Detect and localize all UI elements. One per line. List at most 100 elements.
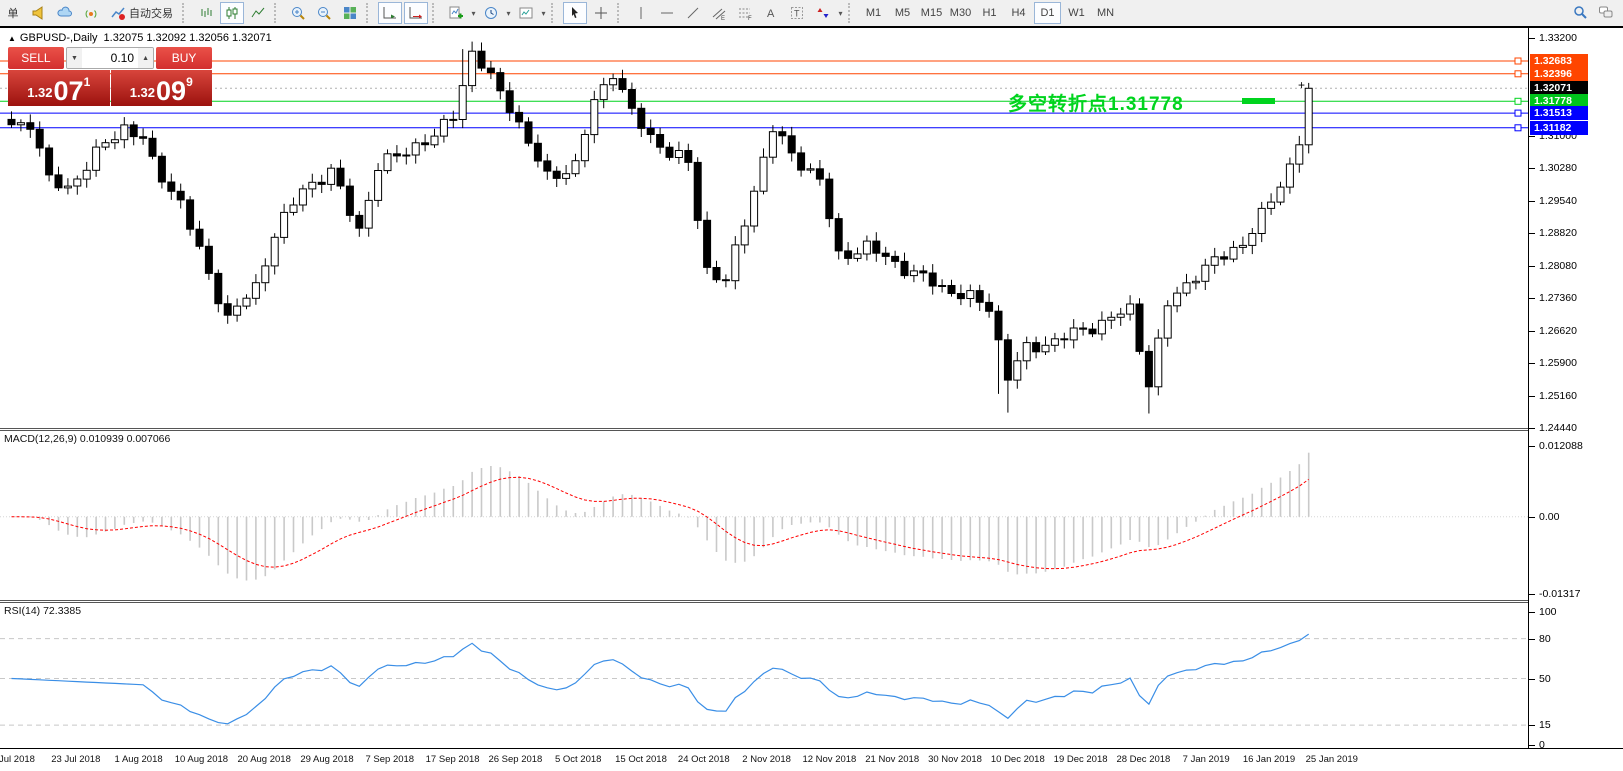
templates-icon[interactable] <box>514 2 538 24</box>
date-label: 10 Aug 2018 <box>174 754 229 765</box>
text-icon[interactable]: A <box>759 2 783 24</box>
toolbar-grip <box>432 3 440 23</box>
volume-input[interactable] <box>82 48 138 68</box>
chart-shift-icon[interactable] <box>404 2 428 24</box>
timeframe-group: M1 M5 M15 M30 H1 H4 D1 W1 MN <box>859 2 1120 24</box>
buy-button[interactable]: BUY <box>156 47 212 69</box>
cloud-icon[interactable] <box>53 2 77 24</box>
date-label: 17 Sep 2018 <box>425 754 480 765</box>
trendline-icon[interactable] <box>681 2 705 24</box>
axis-tick-label: 1.28080 <box>1529 259 1577 272</box>
chat-icon[interactable] <box>1594 1 1618 23</box>
rsi-header: RSI(14) 72.3385 <box>4 605 82 617</box>
toolbar-grip <box>617 3 625 23</box>
sell-button[interactable]: SELL <box>8 47 64 69</box>
indicators-dropdown[interactable]: ▾ <box>471 8 476 18</box>
panel-separator[interactable] <box>0 428 1623 431</box>
autotrading-button[interactable]: 自动交易 <box>105 2 178 24</box>
axis-tick-label: 1.30280 <box>1529 161 1577 174</box>
chart-window: ▲ GBPUSD-,Daily 1.32075 1.32092 1.32056 1.… <box>0 26 1623 771</box>
annotation-highlight-dash[interactable] <box>1242 98 1275 104</box>
search-icon[interactable] <box>1568 1 1592 23</box>
date-label: 23 Jul 2018 <box>51 754 101 765</box>
timeframe-d1-button[interactable]: D1 <box>1034 2 1061 24</box>
arrows-dropdown[interactable]: ▾ <box>838 8 843 18</box>
sell-price-display[interactable]: 1.32 07 1 <box>8 70 110 106</box>
candlestick-icon[interactable] <box>220 2 244 24</box>
date-label: 16 Jan 2019 <box>1242 754 1296 765</box>
svg-text:F: F <box>748 16 752 21</box>
panel-collapse-arrow[interactable]: ▲ <box>8 34 16 43</box>
price-level-badge: 1.31513 <box>1530 106 1588 121</box>
zoom-in-icon[interactable] <box>286 2 310 24</box>
sell-price-big: 07 <box>53 76 84 106</box>
axis-tick-label: 100 <box>1529 606 1557 618</box>
autotrading-icon <box>111 7 125 20</box>
price-chart[interactable] <box>0 30 1528 428</box>
timeframe-m30-button[interactable]: M30 <box>949 7 972 19</box>
fibonacci-icon[interactable]: F <box>733 2 757 24</box>
axis-tick-label: 1.24440 <box>1529 421 1577 434</box>
price-axis[interactable]: 1.33200 1.31000 1.30280 1.29540 1.28820 1.280… <box>1528 28 1623 751</box>
one-click-trading-panel: SELL ▼ ▲ BUY 1.32 07 1 1.32 09 9 <box>8 47 212 106</box>
tile-windows-icon[interactable] <box>338 2 362 24</box>
volume-increase-button[interactable]: ▲ <box>138 48 154 68</box>
time-axis[interactable]: 3 Jul 2018 23 Jul 2018 1 Aug 2018 10 Aug 20… <box>0 748 1623 771</box>
timeframe-h4-button[interactable]: H4 <box>1011 7 1026 19</box>
toolbar-grip <box>551 3 559 23</box>
zoom-out-icon[interactable] <box>312 2 336 24</box>
svg-text:T: T <box>794 9 800 19</box>
periods-icon[interactable] <box>479 2 503 24</box>
timeframe-m5-button[interactable]: M5 <box>894 7 911 19</box>
signal-icon[interactable] <box>79 2 103 24</box>
arrows-icon[interactable] <box>811 2 835 24</box>
line-chart-icon[interactable] <box>246 2 270 24</box>
templates-dropdown[interactable]: ▾ <box>541 8 546 18</box>
timeframe-m1-button[interactable]: M1 <box>865 7 882 19</box>
toolbar-grip <box>182 3 190 23</box>
volume-decrease-button[interactable]: ▼ <box>66 48 82 68</box>
macd-header: MACD(12,26,9) 0.010939 0.007066 <box>4 433 171 445</box>
timeframe-m15-button[interactable]: M15 <box>920 7 943 19</box>
axis-tick-label: 80 <box>1529 632 1551 645</box>
date-label: 20 Aug 2018 <box>237 754 291 765</box>
new-order-button[interactable]: 单 <box>1 2 25 24</box>
sell-price-pip: 1 <box>83 75 91 89</box>
axis-tick-label: 1.25900 <box>1529 356 1577 369</box>
price-level-badge: 1.32683 <box>1530 54 1588 68</box>
panel-separator[interactable] <box>0 600 1623 603</box>
toolbar-grip <box>848 3 856 23</box>
periods-dropdown[interactable]: ▾ <box>506 8 511 18</box>
axis-tick-label: 0 <box>1529 739 1545 751</box>
rsi-indicator-panel[interactable] <box>0 603 1528 748</box>
buy-price-display[interactable]: 1.32 09 9 <box>110 70 212 106</box>
indicators-icon[interactable] <box>444 2 468 24</box>
date-label: 25 Jan 2019 <box>1305 754 1358 765</box>
timeframe-h1-button[interactable]: H1 <box>982 7 997 19</box>
volume-control: ▼ ▲ <box>65 47 155 69</box>
macd-indicator-panel[interactable] <box>0 431 1528 600</box>
autoscroll-icon[interactable] <box>378 2 402 24</box>
autotrading-label: 自动交易 <box>129 8 173 20</box>
ohlc-values: 1.32075 1.32092 1.32056 1.32071 <box>103 32 272 44</box>
chart-title: ▲ GBPUSD-,Daily 1.32075 1.32092 1.32056 1.… <box>8 32 272 44</box>
axis-tick-label: 1.33200 <box>1529 32 1577 44</box>
crosshair-icon[interactable] <box>589 2 613 24</box>
timeframe-mn-button[interactable]: MN <box>1096 7 1115 19</box>
cursor-icon[interactable] <box>563 2 587 24</box>
date-label: 26 Sep 2018 <box>488 754 543 765</box>
axis-tick-label: 1.26620 <box>1529 324 1577 337</box>
axis-tick-label: 1.27360 <box>1529 291 1577 304</box>
axis-tick-label: 15 <box>1529 719 1551 731</box>
bar-chart-icon[interactable] <box>194 2 218 24</box>
pivot-annotation-text[interactable]: 多空转折点1.31778 <box>1008 94 1184 115</box>
horizontal-line-icon[interactable] <box>655 2 679 24</box>
timeframe-w1-button[interactable]: W1 <box>1068 7 1085 19</box>
axis-tick-label: 50 <box>1529 672 1551 685</box>
horn-icon[interactable] <box>27 2 51 24</box>
axis-tick-label: 0.012088 <box>1529 440 1583 452</box>
equidistant-channel-icon[interactable]: E <box>707 2 731 24</box>
vertical-line-icon[interactable] <box>629 2 653 24</box>
date-label: 5 Oct 2018 <box>554 754 602 765</box>
text-label-icon[interactable]: T <box>785 2 809 24</box>
